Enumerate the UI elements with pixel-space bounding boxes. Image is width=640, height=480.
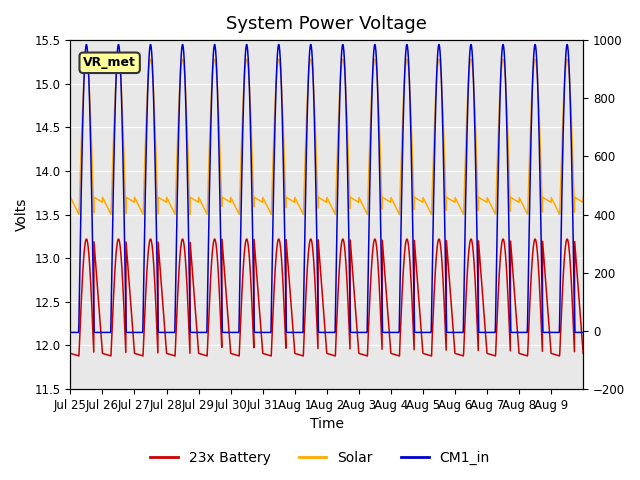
Title: System Power Voltage: System Power Voltage — [227, 15, 428, 33]
23x Battery — [564, 241, 572, 247]
CM1_in — [307, 42, 315, 48]
CM1_in — [93, 330, 100, 336]
23x Battery — [307, 236, 315, 242]
Solar — [471, 101, 479, 107]
Text: VR_met: VR_met — [83, 56, 136, 69]
CM1_in — [564, 49, 572, 55]
CM1_in — [302, 161, 310, 167]
Solar — [428, 212, 435, 217]
CM1_in — [316, 330, 324, 336]
CM1_in — [67, 330, 74, 336]
23x Battery — [579, 350, 587, 356]
CM1_in — [579, 330, 587, 336]
Solar — [579, 194, 587, 200]
Solar — [93, 196, 100, 202]
Line: 23x Battery: 23x Battery — [70, 239, 583, 356]
CM1_in — [564, 53, 572, 59]
23x Battery — [565, 243, 573, 249]
Solar — [316, 195, 324, 201]
Legend: 23x Battery, Solar, CM1_in: 23x Battery, Solar, CM1_in — [145, 445, 495, 471]
Solar — [67, 194, 74, 200]
23x Battery — [471, 269, 479, 275]
23x Battery — [302, 288, 310, 293]
23x Battery — [93, 273, 100, 278]
CM1_in — [470, 108, 478, 114]
X-axis label: Time: Time — [310, 418, 344, 432]
Line: Solar: Solar — [70, 60, 583, 215]
Y-axis label: Volts: Volts — [15, 198, 29, 231]
Solar — [302, 126, 310, 132]
Solar — [565, 66, 573, 72]
23x Battery — [316, 261, 324, 266]
Solar — [564, 63, 572, 69]
Line: CM1_in: CM1_in — [70, 45, 583, 333]
Solar — [307, 57, 315, 62]
23x Battery — [67, 350, 74, 356]
23x Battery — [428, 353, 435, 359]
